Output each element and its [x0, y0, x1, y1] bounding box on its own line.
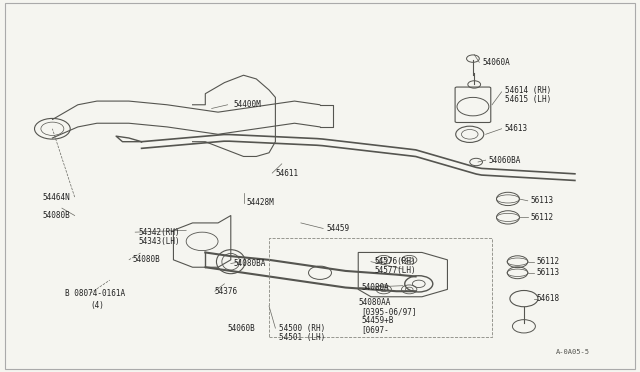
- Text: 54459: 54459: [326, 224, 349, 233]
- Text: 54614 (RH): 54614 (RH): [505, 86, 551, 94]
- Text: 54080A: 54080A: [362, 283, 389, 292]
- Text: 54080B: 54080B: [132, 255, 160, 264]
- Text: 54060A: 54060A: [483, 58, 510, 67]
- Text: 54577(LH): 54577(LH): [374, 266, 416, 275]
- Text: 54464N: 54464N: [43, 193, 70, 202]
- Text: 54342(RH): 54342(RH): [138, 228, 180, 237]
- Text: 54060BA: 54060BA: [489, 155, 521, 165]
- Text: 54501 (LH): 54501 (LH): [278, 333, 325, 342]
- Text: 54060B: 54060B: [228, 324, 255, 333]
- Text: 54618: 54618: [537, 294, 560, 303]
- Text: 54459+B: 54459+B: [362, 316, 394, 325]
- Text: B 08074-0161A: B 08074-0161A: [65, 289, 125, 298]
- Text: 56113: 56113: [537, 268, 560, 277]
- Text: 54615 (LH): 54615 (LH): [505, 95, 551, 104]
- Text: 54080AA: 54080AA: [358, 298, 390, 307]
- Text: 56112: 56112: [537, 257, 560, 266]
- Text: 54376: 54376: [215, 287, 238, 296]
- Text: 56113: 56113: [531, 196, 554, 205]
- Text: 56112: 56112: [531, 213, 554, 222]
- Text: 54576(RH): 54576(RH): [374, 257, 416, 266]
- Text: 54428M: 54428M: [246, 198, 275, 207]
- Text: 54080BA: 54080BA: [234, 259, 266, 268]
- Text: 54613: 54613: [505, 124, 528, 133]
- Text: [0395-06/97]: [0395-06/97]: [362, 307, 417, 316]
- Text: [0697-: [0697-: [362, 326, 389, 334]
- Text: A-0A05-5: A-0A05-5: [556, 349, 590, 355]
- Text: 54343(LH): 54343(LH): [138, 237, 180, 246]
- Text: 54500 (RH): 54500 (RH): [278, 324, 325, 333]
- Text: 54400M: 54400M: [234, 100, 262, 109]
- Text: 54611: 54611: [275, 169, 298, 177]
- Text: (4): (4): [91, 301, 104, 311]
- Text: 54080B: 54080B: [43, 211, 70, 220]
